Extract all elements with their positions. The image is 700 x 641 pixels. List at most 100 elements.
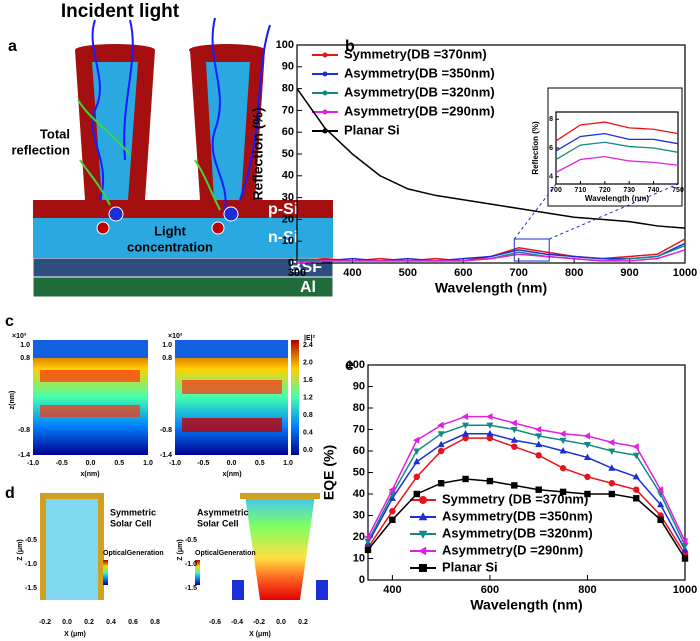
marker bbox=[608, 490, 616, 498]
marker bbox=[364, 546, 372, 554]
x-tick-label: 900 bbox=[620, 267, 638, 279]
y-tick-label: 80 bbox=[353, 402, 365, 414]
y-tick-label: 60 bbox=[282, 126, 294, 138]
legend-label: Asymmetry(DB =350nm) bbox=[442, 508, 593, 523]
label: concentration bbox=[127, 239, 213, 254]
marker bbox=[413, 473, 420, 480]
light-ray bbox=[211, 17, 227, 211]
field-map bbox=[33, 340, 148, 358]
panel-title: Incident light bbox=[61, 1, 180, 22]
tick-label: -1.0 bbox=[169, 460, 181, 467]
marker bbox=[608, 464, 616, 471]
marker bbox=[389, 508, 396, 515]
marker bbox=[633, 495, 640, 502]
panel-letter: e bbox=[345, 357, 354, 374]
colorbar-tick: 2.4 bbox=[303, 342, 313, 349]
light-ray bbox=[91, 19, 105, 201]
axis-label: Z (μm) bbox=[177, 539, 184, 560]
marker bbox=[559, 465, 567, 472]
y-tick-label: 40 bbox=[353, 488, 365, 500]
marker bbox=[632, 472, 640, 480]
series-line bbox=[296, 249, 686, 264]
tick-label: 1.0 bbox=[283, 460, 293, 467]
legend-marker bbox=[322, 90, 328, 96]
x-axis-label: Wavelength (nm) bbox=[435, 280, 547, 296]
pillar-top bbox=[189, 44, 265, 56]
label: Solar Cell bbox=[110, 518, 152, 528]
tick-label: 1.0 bbox=[20, 342, 30, 349]
y-tick-label: 10 bbox=[282, 235, 294, 247]
y-tick-label: 10 bbox=[353, 552, 365, 564]
tick-label: 0.4 bbox=[106, 619, 116, 626]
axis-label: X (μm) bbox=[64, 631, 86, 638]
marker bbox=[583, 441, 591, 449]
legend-label: Symmetry (DB =370nm) bbox=[442, 491, 588, 506]
marker bbox=[486, 422, 494, 430]
label: Symmetric bbox=[110, 507, 156, 517]
y-tick-label: 60 bbox=[353, 445, 365, 457]
tick-label: -0.5 bbox=[197, 460, 209, 467]
tick-label: 1.0 bbox=[162, 342, 172, 349]
series-line bbox=[555, 121, 679, 142]
marker bbox=[535, 452, 542, 459]
marker bbox=[418, 530, 428, 539]
tick-label: 0.5 bbox=[255, 460, 265, 467]
axis-label: x(nm) bbox=[80, 471, 99, 478]
legend-title: OpticalGeneration bbox=[103, 550, 164, 557]
marker bbox=[511, 482, 518, 489]
marker bbox=[632, 452, 640, 460]
marker bbox=[535, 440, 543, 448]
colorbar-tick: 2.0 bbox=[303, 359, 313, 366]
colorbar-title: |E|² bbox=[304, 335, 316, 342]
tick-label: -0.8 bbox=[160, 427, 172, 434]
panel-a: a Incident light Total reflection Light … bbox=[8, 1, 334, 298]
field-map bbox=[33, 340, 148, 455]
y-tick-label: 40 bbox=[282, 170, 294, 182]
layer-label: Al bbox=[300, 279, 316, 296]
series-line bbox=[367, 433, 686, 551]
field-map bbox=[175, 340, 288, 455]
panel-letter: b bbox=[345, 38, 355, 55]
marker bbox=[656, 486, 664, 494]
reflection-ray bbox=[194, 159, 221, 211]
tick-label: -1.4 bbox=[18, 452, 30, 459]
marker bbox=[486, 477, 494, 485]
panel-c: c ×10³ ×10³ |E|² z(nm) x(nm) x(nm) bbox=[5, 313, 316, 478]
region bbox=[232, 580, 244, 600]
marker bbox=[437, 431, 445, 438]
legend-label: Asymmetry(DB =350nm) bbox=[344, 65, 495, 80]
x-tick-label: 500 bbox=[399, 267, 417, 279]
y-tick-label: 4 bbox=[549, 174, 553, 181]
y-tick-label: 8 bbox=[549, 116, 553, 123]
exponent: ×10³ bbox=[12, 333, 27, 340]
tick-label: -0.4 bbox=[231, 619, 243, 626]
tick-label: 0.2 bbox=[298, 619, 308, 626]
legend-label: Symmetry(DB =370nm) bbox=[344, 46, 487, 61]
panel-letter: a bbox=[8, 38, 17, 55]
marker bbox=[559, 430, 566, 438]
tick-label: 0.0 bbox=[86, 460, 96, 467]
marker bbox=[437, 480, 445, 487]
y-tick-label: 50 bbox=[353, 466, 365, 478]
pillar-top bbox=[75, 44, 155, 56]
marker bbox=[418, 546, 427, 556]
marker bbox=[486, 429, 494, 437]
x-axis-label: Wavelength (nm) bbox=[470, 597, 582, 613]
p-si-layer bbox=[33, 200, 333, 218]
label: Light bbox=[154, 223, 186, 238]
colorbar-tick: 0.8 bbox=[303, 412, 313, 419]
marker bbox=[535, 433, 543, 440]
colorbar bbox=[291, 340, 299, 455]
legend-label: Asymmetry(DB =320nm) bbox=[344, 84, 495, 99]
marker bbox=[364, 533, 371, 541]
x-tick-label: 600 bbox=[481, 584, 499, 596]
marker bbox=[510, 419, 517, 427]
series-line bbox=[296, 88, 686, 229]
marker bbox=[461, 413, 469, 421]
marker bbox=[486, 413, 493, 421]
x-tick-label: 600 bbox=[454, 267, 472, 279]
colorbar-tick: 1.2 bbox=[303, 394, 313, 401]
hole bbox=[108, 206, 124, 222]
y-tick-label: 100 bbox=[347, 359, 365, 371]
tick-label: -1.4 bbox=[160, 452, 172, 459]
